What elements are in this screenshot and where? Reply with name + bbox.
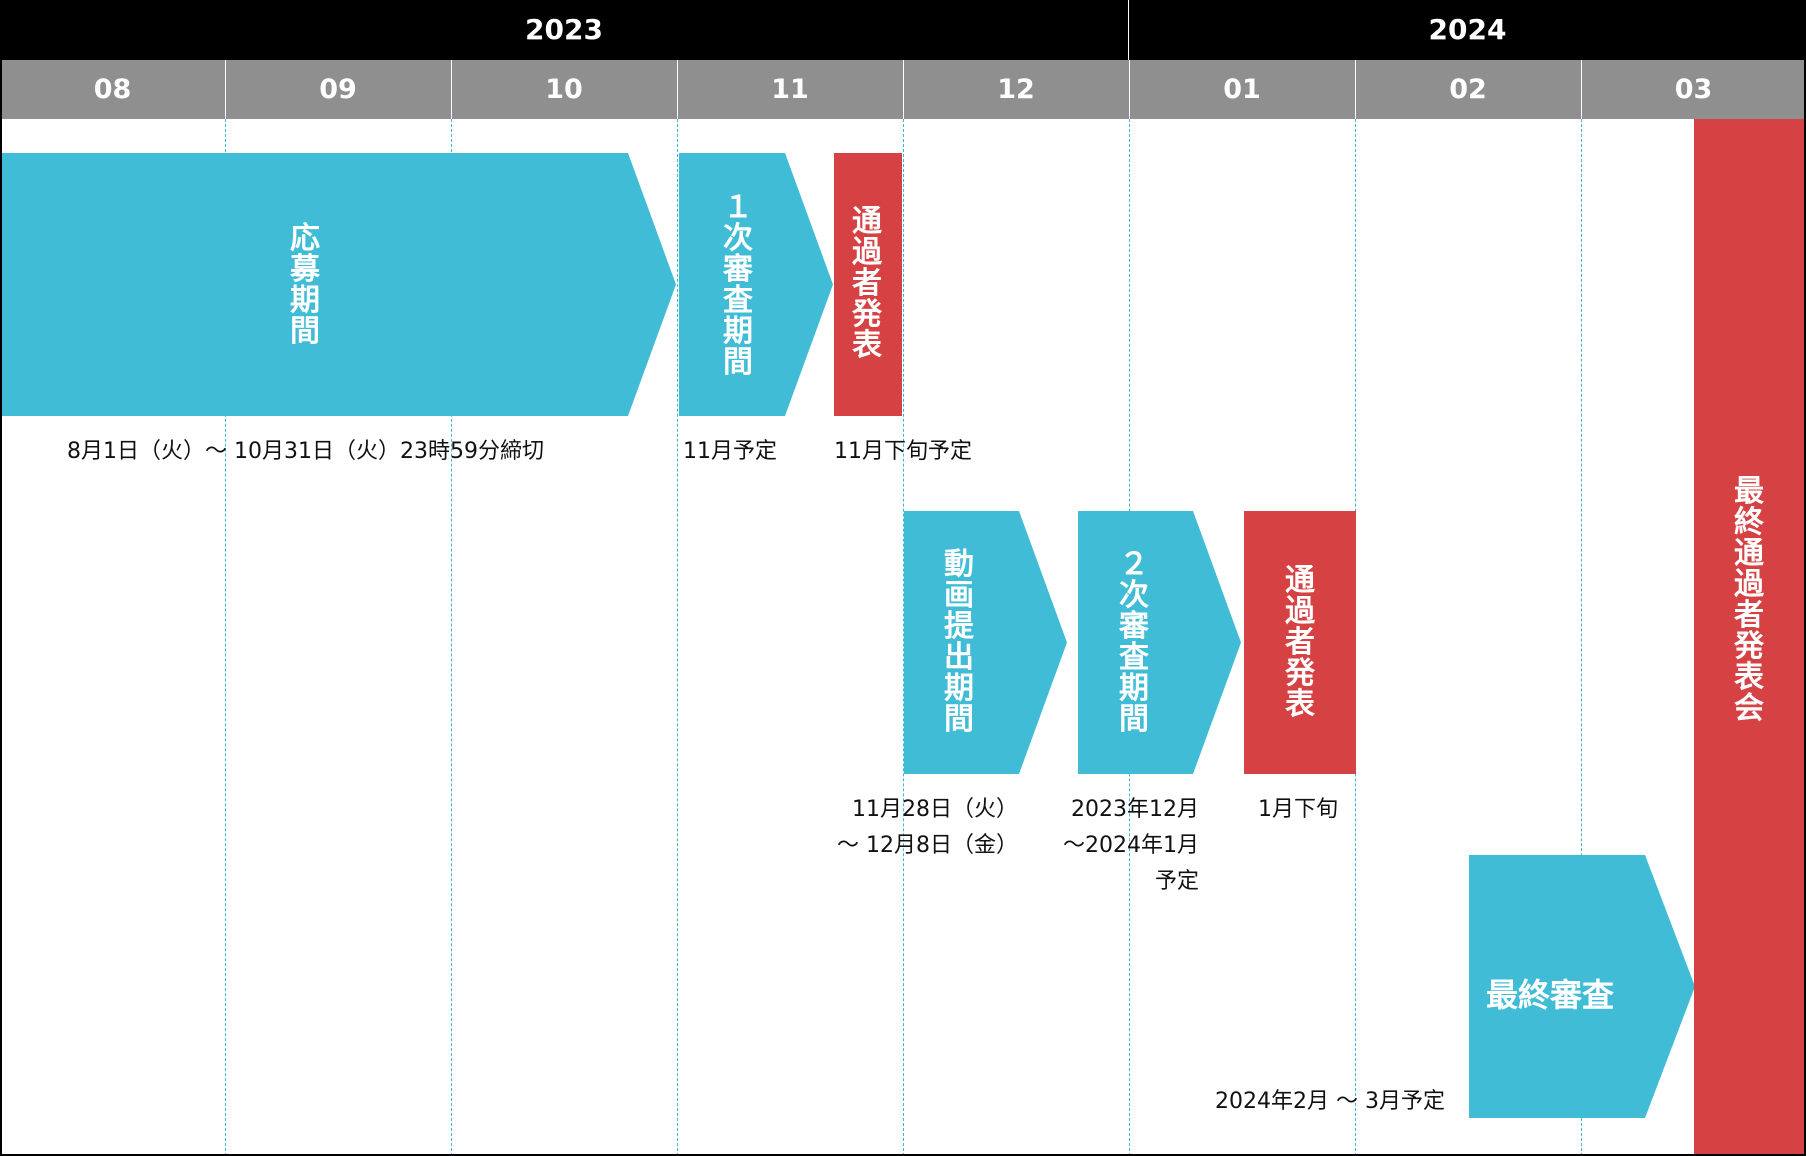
application-period-arrow: [2, 153, 676, 416]
final-review-note: 2024年2月 ～ 3月予定: [1215, 1089, 1445, 1114]
month-divider: [1355, 60, 1356, 119]
second-announcement-label: 通過者発表: [1285, 563, 1315, 722]
month-gridline: [1581, 119, 1582, 1156]
month-09-label: 09: [319, 74, 357, 105]
second-review-arrow: [1078, 511, 1241, 774]
month-gridline: [677, 119, 678, 1156]
month-01-label: 01: [1223, 74, 1261, 105]
month-divider: [1129, 60, 1130, 119]
month-03-label: 03: [1674, 74, 1713, 105]
month-gridline: [451, 119, 452, 1156]
second-review-note-line3: 予定: [1154, 869, 1199, 894]
first-announcement-label: 通過者発表: [852, 204, 882, 363]
year-divider: [1128, 0, 1129, 60]
video-submission-note-line2: ～ 12月8日（金）: [837, 833, 1018, 858]
month-08-label: 08: [93, 74, 132, 105]
second-announcement-box: [1244, 511, 1356, 774]
final-announcement-event-bar: [1694, 119, 1806, 1156]
month-11-label: 11: [771, 74, 809, 105]
second-review-label: ２次審査期間: [1119, 547, 1149, 737]
first-review-note: 11月予定: [683, 439, 777, 464]
month-gridline: [903, 119, 904, 1156]
second-review-note-line2: ～2024年1月: [1063, 833, 1199, 858]
month-02-label: 02: [1449, 74, 1487, 105]
final-review-arrow: [1469, 855, 1695, 1118]
final-announcement-event-label: 最終通過者発表会: [1734, 474, 1764, 726]
month-divider: [1581, 60, 1582, 119]
first-announcement-box: [834, 153, 902, 416]
month-divider: [225, 60, 226, 119]
month-divider: [677, 60, 678, 119]
year-2024-label: 2024: [1428, 13, 1507, 46]
second-review-note-line1: 2023年12月: [1071, 797, 1199, 822]
month-10-label: 10: [545, 74, 583, 105]
video-submission-note-line1: 11月28日（火）: [852, 797, 1018, 822]
month-gridline: [225, 119, 226, 1156]
application-period-note: 8月1日（火）～ 10月31日（火）23時59分締切: [67, 439, 544, 464]
video-submission-arrow: [904, 511, 1067, 774]
first-announcement-note: 11月下旬予定: [834, 439, 972, 464]
second-announcement-note: 1月下旬: [1258, 797, 1338, 822]
month-divider: [451, 60, 452, 119]
final-review-label: 最終審査: [1486, 976, 1615, 1014]
year-2023-label: 2023: [525, 13, 603, 46]
year-header: [0, 0, 1806, 60]
application-period-label: 応募期間: [290, 221, 320, 349]
video-submission-label: 動画提出期間: [944, 547, 974, 737]
month-12-label: 12: [997, 74, 1035, 105]
first-review-arrow: [679, 153, 833, 416]
first-review-label: １次審査期間: [723, 190, 753, 380]
month-divider: [903, 60, 904, 119]
